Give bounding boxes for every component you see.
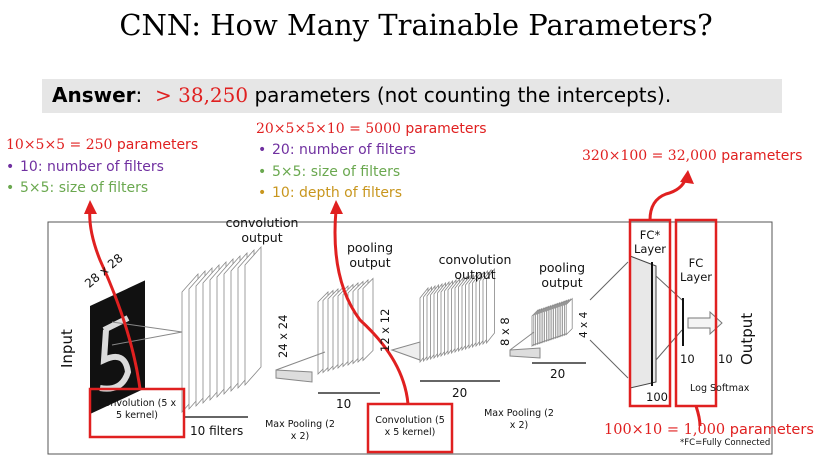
conv1-bullet-filters-text: 10: number of filters [20, 159, 164, 175]
arrow-fc1 [648, 177, 688, 221]
pool-output-1-label: pooling output [346, 240, 394, 270]
max-pool-2-label: Max Pooling (2 x 2) [484, 408, 554, 431]
pool-output-stack-2 [531, 297, 573, 347]
arrowhead-fc1 [680, 170, 694, 184]
depth-10-label: 10 [336, 397, 352, 411]
conv2-bullet-size-text: 5×5: size of filters [272, 164, 401, 180]
conv2-unit: parameters [405, 121, 487, 137]
n100-label: 100 [646, 390, 668, 404]
fc-star-layer-label: FC* Layer [633, 228, 667, 256]
fc-funnel-lines [589, 261, 629, 379]
fc1-param-formula: 320×100 = 32,000 parameters [582, 148, 802, 164]
pool-output-stack-1 [317, 277, 374, 375]
log-softmax-label: Log Softmax [690, 383, 750, 394]
conv1-formula: 10×5×5 = 250 [6, 137, 113, 153]
conv-output-stack-1 [181, 245, 262, 414]
answer-value: > 38,250 [155, 83, 249, 107]
max-pool-1-label: Max Pooling (2 x 2) [265, 419, 335, 442]
n10a-label: 10 [680, 352, 695, 366]
input-label: Input [58, 329, 76, 368]
max-pool-2-shape [509, 331, 541, 359]
feature-map-sheet [244, 245, 262, 387]
answer-label: Answer [52, 83, 136, 107]
dim-8-label: 8 x 8 [498, 317, 512, 346]
feature-map-sheet [362, 277, 374, 362]
conv2-bullet-filters: • 20: number of filters [258, 142, 416, 158]
dim-4-label: 4 x 4 [578, 311, 590, 338]
feature-map-sheet [565, 297, 573, 336]
arrow-fc2 [694, 405, 702, 427]
output-label: Output [738, 312, 756, 365]
slide-title: CNN: How Many Trainable Parameters? [119, 8, 713, 42]
conv2-kernel-highlight [366, 402, 454, 454]
conv2-bullet-depth: • 10: depth of filters [258, 185, 402, 201]
answer-box [42, 79, 782, 113]
fc2-formula: 100×10 = 1,000 [604, 422, 726, 438]
arrowhead-conv2 [330, 200, 343, 214]
fc2-unit: parameters [729, 422, 814, 438]
answer-colon: : [135, 83, 143, 107]
depth-20b-label: 20 [550, 367, 566, 381]
conv2-bullet-filters-text: 20: number of filters [272, 142, 416, 158]
conv1-param-formula: 10×5×5 = 250 parameters [6, 137, 198, 153]
conv-kernel-2-label: Convolution (5 x 5 kernel) [375, 415, 445, 438]
fc1-formula: 320×100 = 32,000 [582, 148, 717, 164]
arrow-conv2 [333, 209, 410, 405]
feature-map-sheet [486, 267, 495, 345]
conv1-unit: parameters [116, 137, 199, 153]
conv2-kernel-shape [390, 341, 421, 361]
fc2-param-formula: 100×10 = 1,000 parameters [604, 422, 814, 438]
conv-output-2-label: convolution output [438, 252, 512, 282]
diagram-frame [47, 221, 773, 455]
conv2-bullet-depth-text: 10: depth of filters [272, 185, 402, 201]
max-pool-1-shape [275, 351, 326, 383]
fc1-unit: parameters [721, 148, 803, 164]
footnote: *FC=Fully Connected [680, 438, 771, 448]
conv1-kernel-highlight [88, 387, 186, 439]
depth-20a-label: 20 [452, 386, 468, 400]
conv-output-1-label: convolution output [225, 215, 299, 245]
conv2-param-formula: 20×5×5×10 = 5000 parameters [256, 121, 487, 137]
filters-10-label: 10 filters [190, 424, 244, 438]
answer-rest: parameters (not counting the intercepts)… [254, 83, 672, 107]
dim-24-label: 24 x 24 [276, 314, 290, 358]
fc-layer-label: FC Layer [679, 256, 713, 284]
n10b-label: 10 [718, 352, 733, 366]
conv1-bullet-size: • 5×5: size of filters [6, 180, 149, 196]
conv2-bullet-size: • 5×5: size of filters [258, 164, 401, 180]
conv1-bullet-filters: • 10: number of filters [6, 159, 164, 175]
conv-output-stack-2 [419, 267, 495, 364]
answer-line: Answer: > 38,250 parameters (not countin… [52, 83, 671, 107]
arrowhead-conv1 [84, 200, 97, 214]
red-arrowheads [84, 170, 694, 214]
pool-output-2-label: pooling output [538, 260, 586, 290]
arrow-conv1 [88, 207, 142, 390]
conv2-formula: 20×5×5×10 = 5000 [256, 121, 401, 137]
conv-kernel-1-label: Convolution (5 x 5 kernel) [97, 398, 177, 421]
dim-12-label: 12 x 12 [378, 308, 392, 352]
conv1-bullet-size-text: 5×5: size of filters [20, 180, 149, 196]
red-arrows [88, 177, 702, 427]
